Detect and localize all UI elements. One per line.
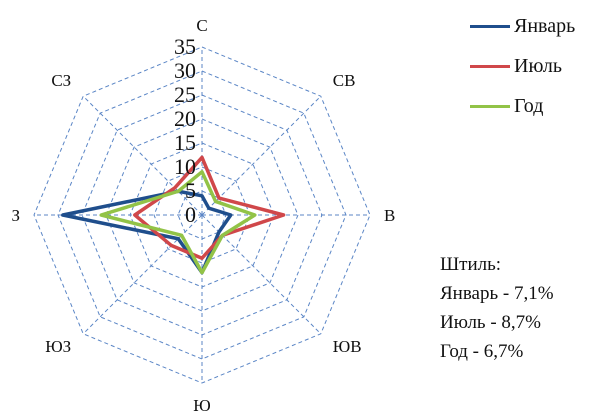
legend-swatch-july	[470, 64, 510, 68]
radial-tick-label: 35	[174, 34, 196, 59]
legend-item-january: Январь	[470, 14, 598, 38]
radial-tick-label: 15	[174, 130, 196, 155]
grid-spoke	[82, 95, 203, 216]
direction-label-6: ЮЗ	[45, 337, 71, 356]
legend-label-year: Год	[514, 94, 544, 117]
legend-swatch-year	[470, 104, 510, 108]
calm-july: Июль - 8,7%	[440, 312, 541, 333]
legend-item-year: Год	[470, 94, 598, 118]
grid-spoke	[201, 95, 322, 216]
legend-item-july: Июль	[470, 54, 598, 78]
series-line-1	[61, 189, 233, 275]
radial-tick-label: 5	[185, 178, 196, 203]
calm-year: Год - 6,7%	[440, 341, 524, 362]
direction-label-8: СЗ	[51, 71, 71, 90]
series-line-3	[99, 170, 257, 275]
calm-january: Январь - 7,1%	[440, 283, 554, 304]
direction-label-1: С	[196, 16, 207, 35]
radial-tick-label: 25	[174, 82, 196, 107]
radial-tick-label: 0	[185, 202, 196, 227]
legend-swatch-january	[470, 24, 510, 28]
direction-label-4: ЮВ	[333, 337, 362, 356]
radial-tick-label: 20	[174, 106, 196, 131]
calm-title: Штиль:	[440, 254, 502, 275]
legend-label-january: Январь	[514, 14, 576, 37]
legend: Январь Июль Год	[470, 14, 598, 134]
direction-label-5: Ю	[193, 396, 210, 414]
radial-tick-label: 30	[174, 58, 196, 83]
direction-label-2: СВ	[333, 71, 356, 90]
legend-label-july: Июль	[514, 54, 562, 77]
radial-tick-label: 10	[174, 154, 196, 179]
calm-note: Штиль: Январь - 7,1% Июль - 8,7% Год - 6…	[440, 250, 554, 366]
grid-ring-35	[33, 46, 371, 384]
direction-label-3: В	[384, 206, 395, 225]
direction-label-7: З	[11, 206, 20, 225]
